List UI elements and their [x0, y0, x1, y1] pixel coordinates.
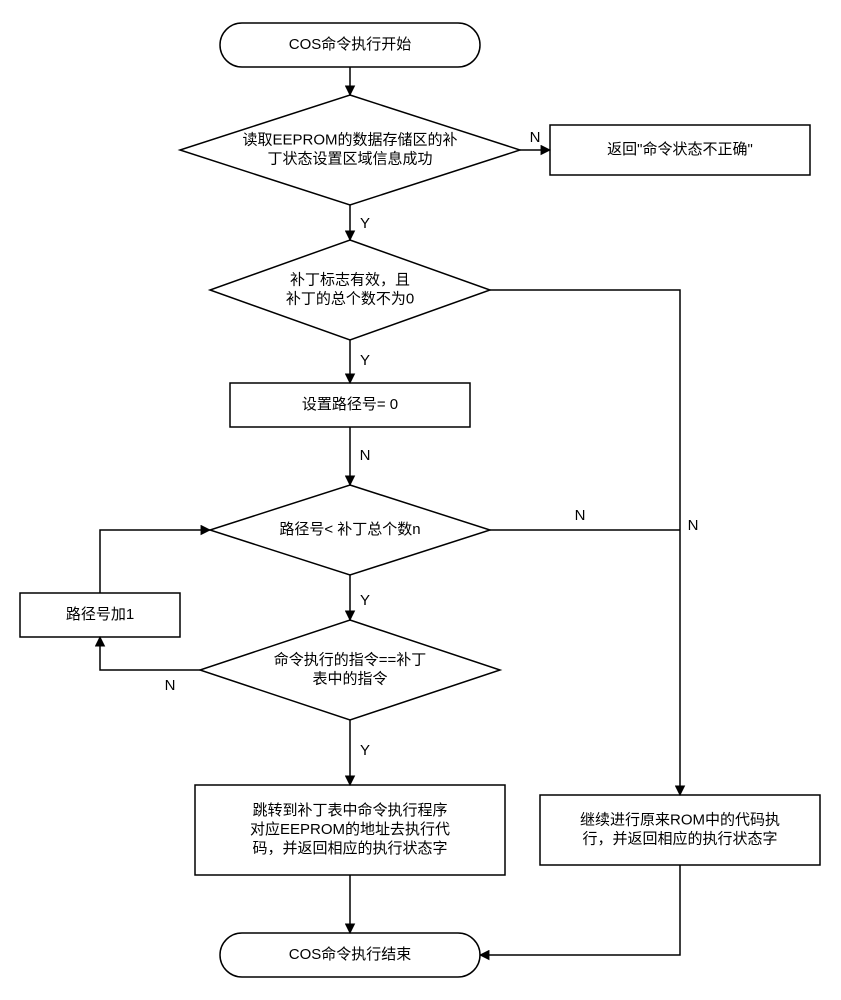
svg-text:对应EEPROM的地址去执行代: 对应EEPROM的地址去执行代 — [250, 820, 450, 838]
svg-text:路径号< 补丁总个数n: 路径号< 补丁总个数n — [279, 521, 420, 538]
svg-text:Y: Y — [360, 352, 370, 369]
svg-text:Y: Y — [360, 592, 370, 609]
svg-text:路径号加1: 路径号加1 — [66, 606, 134, 623]
svg-text:跳转到补丁表中命令执行程序: 跳转到补丁表中命令执行程序 — [252, 801, 447, 819]
svg-text:读取EEPROM的数据存储区的补: 读取EEPROM的数据存储区的补 — [242, 131, 457, 148]
svg-text:返回"命令状态不正确": 返回"命令状态不正确" — [607, 140, 753, 158]
svg-text:补丁的总个数不为0: 补丁的总个数不为0 — [286, 290, 414, 307]
svg-text:N: N — [688, 517, 699, 534]
svg-text:N: N — [530, 129, 541, 146]
svg-text:继续进行原来ROM中的代码执: 继续进行原来ROM中的代码执 — [580, 811, 780, 828]
svg-text:Y: Y — [360, 742, 370, 759]
svg-text:Y: Y — [360, 215, 370, 232]
svg-text:N: N — [165, 677, 176, 694]
svg-text:码，并返回相应的执行状态字: 码，并返回相应的执行状态字 — [252, 839, 447, 857]
svg-text:N: N — [575, 507, 586, 524]
svg-text:COS命令执行结束: COS命令执行结束 — [289, 945, 412, 963]
svg-text:补丁标志有效，且: 补丁标志有效，且 — [290, 271, 410, 288]
svg-text:命令执行的指令==补丁: 命令执行的指令==补丁 — [274, 650, 427, 668]
svg-text:丁状态设置区域信息成功: 丁状态设置区域信息成功 — [267, 150, 432, 167]
svg-text:设置路径号= 0: 设置路径号= 0 — [302, 396, 398, 413]
svg-text:COS命令执行开始: COS命令执行开始 — [289, 35, 412, 53]
svg-text:行，并返回相应的执行状态字: 行，并返回相应的执行状态字 — [582, 829, 777, 847]
svg-text:N: N — [360, 447, 371, 464]
svg-text:表中的指令: 表中的指令 — [312, 670, 387, 687]
